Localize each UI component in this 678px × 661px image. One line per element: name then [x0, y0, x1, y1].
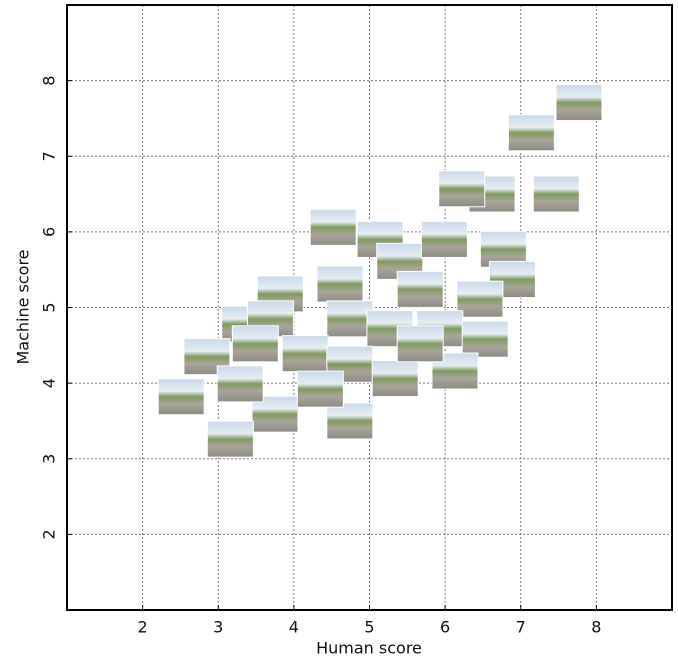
y-tick-label: 6 [40, 227, 59, 237]
thumbnail [456, 280, 504, 318]
y-tick-label: 8 [40, 76, 59, 86]
thumbnail [371, 360, 419, 398]
thumbnail [461, 320, 509, 358]
thumbnail [507, 114, 555, 152]
x-tick-label: 8 [591, 618, 601, 637]
thumbnail [555, 84, 603, 122]
x-tick-label: 5 [364, 618, 374, 637]
y-tick-label: 5 [40, 302, 59, 312]
x-tick-label: 3 [213, 618, 223, 637]
thumbnail [281, 335, 329, 373]
thumbnail [488, 261, 536, 299]
thumbnail [157, 378, 205, 416]
thumbnail [309, 208, 357, 246]
y-axis-label: Machine score [14, 249, 33, 364]
thumbnail [396, 270, 444, 308]
thumbnail [316, 265, 364, 303]
thumbnail [420, 220, 468, 258]
thumbnail [231, 325, 279, 363]
y-tick-label: 2 [40, 529, 59, 539]
thumbnail [326, 402, 374, 440]
y-tick-label: 3 [40, 454, 59, 464]
thumbnail [396, 325, 444, 363]
x-tick-label: 4 [289, 618, 299, 637]
x-tick-label: 6 [440, 618, 450, 637]
thumbnail [532, 175, 580, 213]
thumbnail [206, 420, 254, 458]
x-tick-label: 2 [138, 618, 148, 637]
thumbnail [438, 170, 486, 208]
plot-frame [66, 4, 673, 611]
thumbnail [326, 300, 374, 338]
x-tick-label: 7 [516, 618, 526, 637]
thumbnail [216, 365, 264, 403]
y-tick-label: 4 [40, 378, 59, 388]
thumbnail [296, 370, 344, 408]
thumbnails [157, 84, 603, 458]
x-axis-label: Human score [316, 639, 422, 658]
y-tick-label: 7 [40, 151, 59, 161]
